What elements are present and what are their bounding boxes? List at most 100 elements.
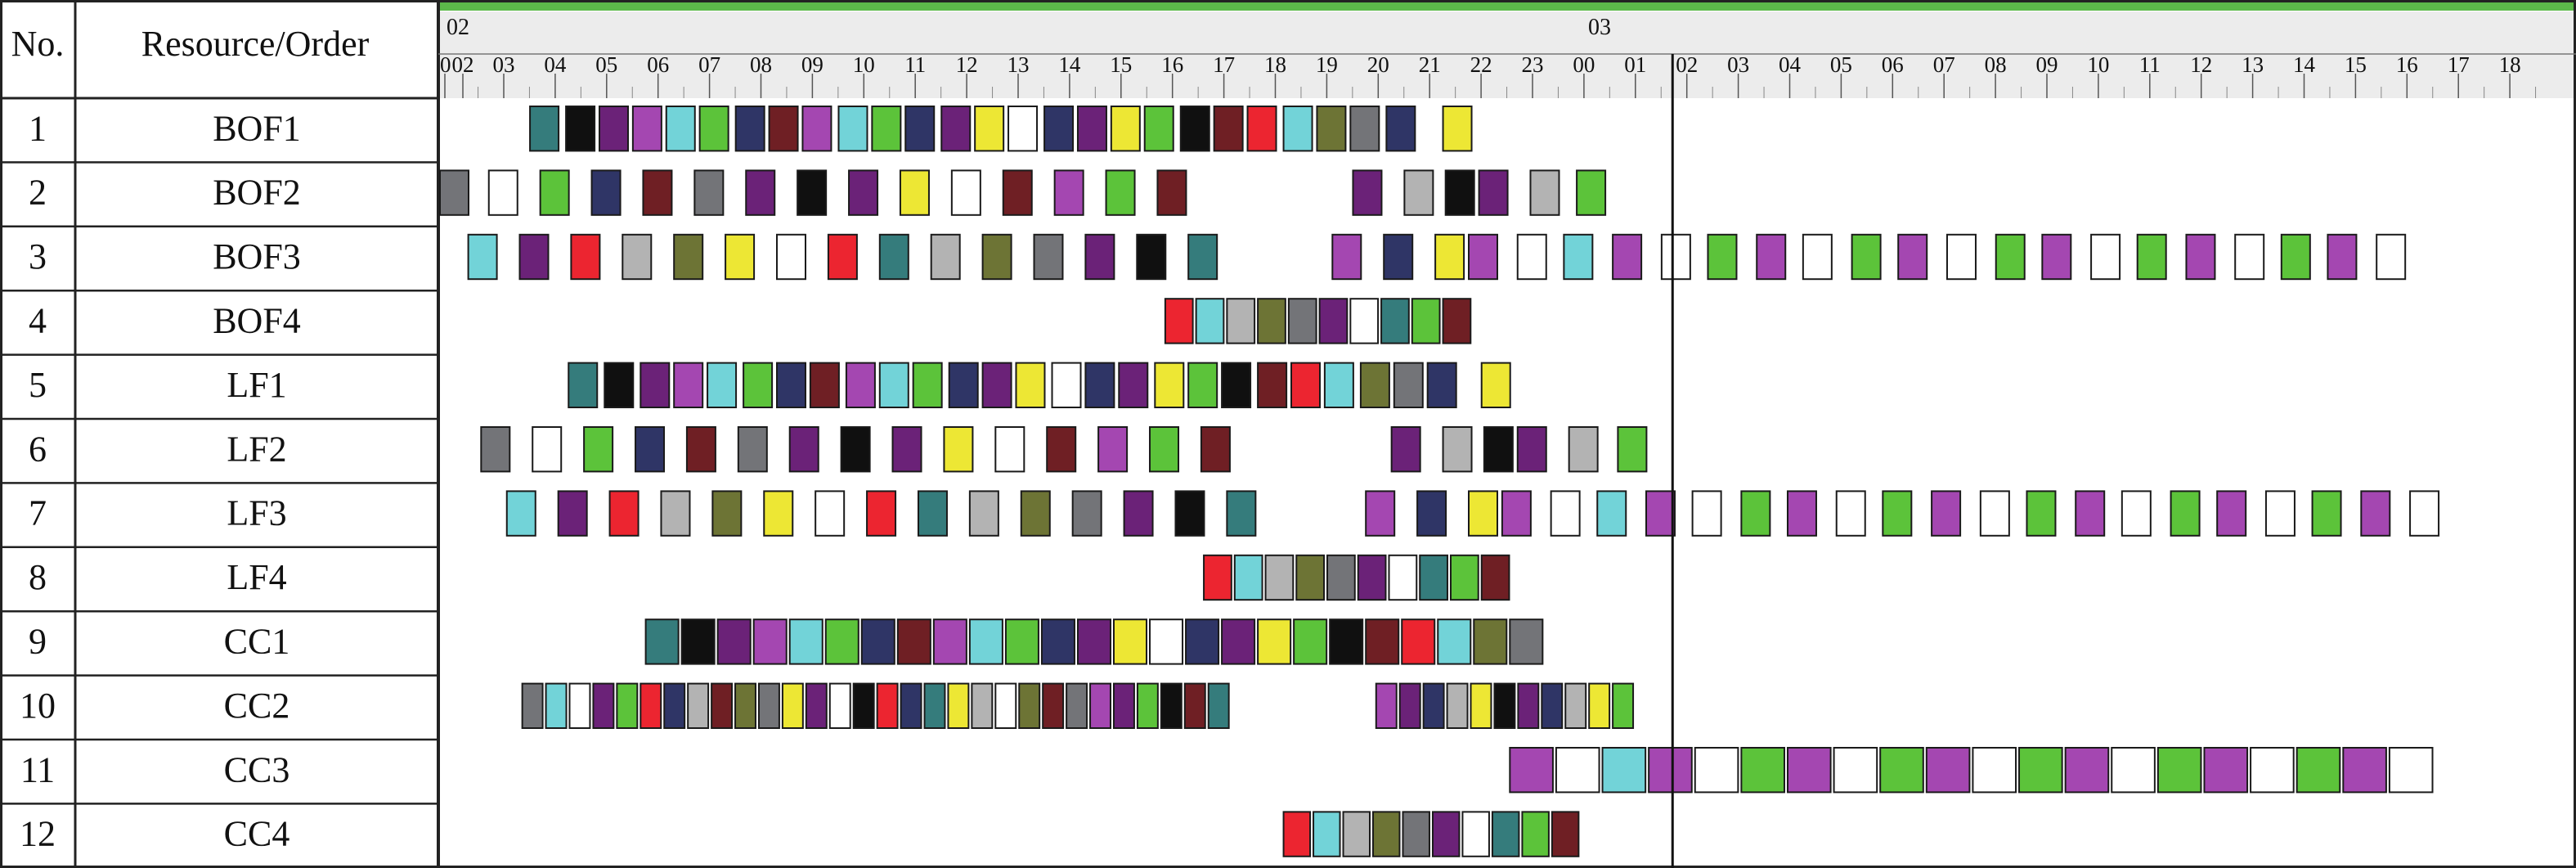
task-bar[interactable] (845, 362, 876, 409)
task-bar[interactable] (1882, 490, 1913, 537)
task-bar[interactable] (487, 169, 518, 216)
task-bar[interactable] (631, 106, 662, 152)
task-bar[interactable] (1112, 682, 1135, 729)
task-bar[interactable] (788, 426, 819, 473)
task-bar[interactable] (2018, 747, 2063, 794)
task-bar[interactable] (1517, 682, 1540, 729)
task-bar[interactable] (1156, 169, 1187, 216)
task-bar[interactable] (1213, 106, 1244, 152)
task-bar[interactable] (1945, 233, 1977, 281)
task-bar[interactable] (1617, 426, 1648, 473)
task-bar[interactable] (981, 362, 1012, 409)
task-bar[interactable] (1468, 233, 1498, 281)
task-bar[interactable] (598, 106, 629, 152)
task-bar[interactable] (1313, 811, 1341, 857)
task-bar[interactable] (781, 682, 804, 729)
task-bar[interactable] (2156, 747, 2202, 794)
task-bar[interactable] (1316, 106, 1347, 152)
task-bar[interactable] (1385, 106, 1416, 152)
task-bar[interactable] (711, 682, 734, 729)
task-bar[interactable] (1105, 169, 1136, 216)
task-bar[interactable] (539, 169, 570, 216)
task-bar[interactable] (1179, 106, 1210, 152)
task-bar[interactable] (1403, 169, 1434, 216)
task-bar[interactable] (1740, 747, 1785, 794)
task-bar[interactable] (1349, 106, 1380, 152)
task-bar[interactable] (2136, 233, 2167, 281)
task-bar[interactable] (1835, 490, 1866, 537)
task-bar[interactable] (1164, 298, 1194, 344)
task-bar[interactable] (1008, 106, 1039, 152)
task-bar[interactable] (1264, 554, 1295, 601)
task-bar[interactable] (1112, 618, 1148, 665)
task-bar[interactable] (1691, 490, 1722, 537)
task-bar[interactable] (1419, 554, 1448, 601)
task-bar[interactable] (1576, 169, 1607, 216)
task-bar[interactable] (1388, 554, 1418, 601)
task-bar[interactable] (971, 682, 994, 729)
task-bar[interactable] (1015, 362, 1046, 409)
task-bar[interactable] (1372, 811, 1401, 857)
task-bar[interactable] (570, 233, 601, 281)
task-bar[interactable] (1786, 747, 1832, 794)
task-bar[interactable] (994, 682, 1017, 729)
task-bar[interactable] (1342, 811, 1371, 857)
task-bar[interactable] (968, 490, 999, 537)
task-bar[interactable] (1040, 618, 1075, 665)
task-bar[interactable] (1550, 490, 1581, 537)
task-bar[interactable] (2216, 490, 2247, 537)
task-bar[interactable] (932, 618, 967, 665)
task-bar[interactable] (1648, 747, 1693, 794)
task-bar[interactable] (1136, 682, 1159, 729)
task-bar[interactable] (878, 362, 909, 409)
task-bar[interactable] (1110, 106, 1141, 152)
task-bar[interactable] (2264, 490, 2296, 537)
task-bar[interactable] (660, 490, 691, 537)
task-bar[interactable] (1195, 298, 1225, 344)
task-bar[interactable] (1612, 233, 1643, 281)
task-bar[interactable] (1221, 362, 1252, 409)
task-bar[interactable] (1879, 747, 1924, 794)
task-bar[interactable] (860, 618, 895, 665)
task-bar[interactable] (1051, 362, 1082, 409)
task-bar[interactable] (1501, 490, 1532, 537)
task-bar[interactable] (815, 490, 846, 537)
task-bar[interactable] (2311, 490, 2342, 537)
task-bar[interactable] (685, 426, 716, 473)
task-bar[interactable] (557, 490, 588, 537)
task-bar[interactable] (2280, 233, 2311, 281)
task-bar[interactable] (1480, 362, 1511, 409)
task-bar[interactable] (1401, 618, 1436, 665)
task-bar[interactable] (1257, 618, 1292, 665)
task-bar[interactable] (1282, 106, 1313, 152)
task-bar[interactable] (752, 618, 788, 665)
task-bar[interactable] (1071, 490, 1102, 537)
task-bar[interactable] (1359, 362, 1390, 409)
task-bar[interactable] (1470, 682, 1492, 729)
task-bar[interactable] (665, 106, 696, 152)
task-bar[interactable] (1390, 426, 1421, 473)
task-bar[interactable] (1183, 682, 1206, 729)
task-bar[interactable] (1257, 298, 1286, 344)
task-bar[interactable] (1295, 554, 1326, 601)
task-bar[interactable] (1972, 747, 2017, 794)
task-bar[interactable] (1833, 747, 1878, 794)
task-bar[interactable] (604, 362, 635, 409)
task-bar[interactable] (1084, 362, 1115, 409)
task-bar[interactable] (852, 682, 875, 729)
task-bar[interactable] (1491, 811, 1520, 857)
task-bar[interactable] (673, 233, 704, 281)
task-bar[interactable] (734, 106, 765, 152)
task-bar[interactable] (1925, 747, 1971, 794)
task-bar[interactable] (1563, 233, 1594, 281)
task-bar[interactable] (1380, 298, 1410, 344)
task-bar[interactable] (1564, 682, 1587, 729)
task-bar[interactable] (974, 106, 1005, 152)
task-bar[interactable] (616, 682, 639, 729)
task-bar[interactable] (1660, 233, 1691, 281)
task-bar[interactable] (930, 233, 961, 281)
task-bar[interactable] (1318, 298, 1349, 344)
task-bar[interactable] (698, 106, 729, 152)
task-bar[interactable] (521, 682, 544, 729)
task-bar[interactable] (680, 618, 716, 665)
